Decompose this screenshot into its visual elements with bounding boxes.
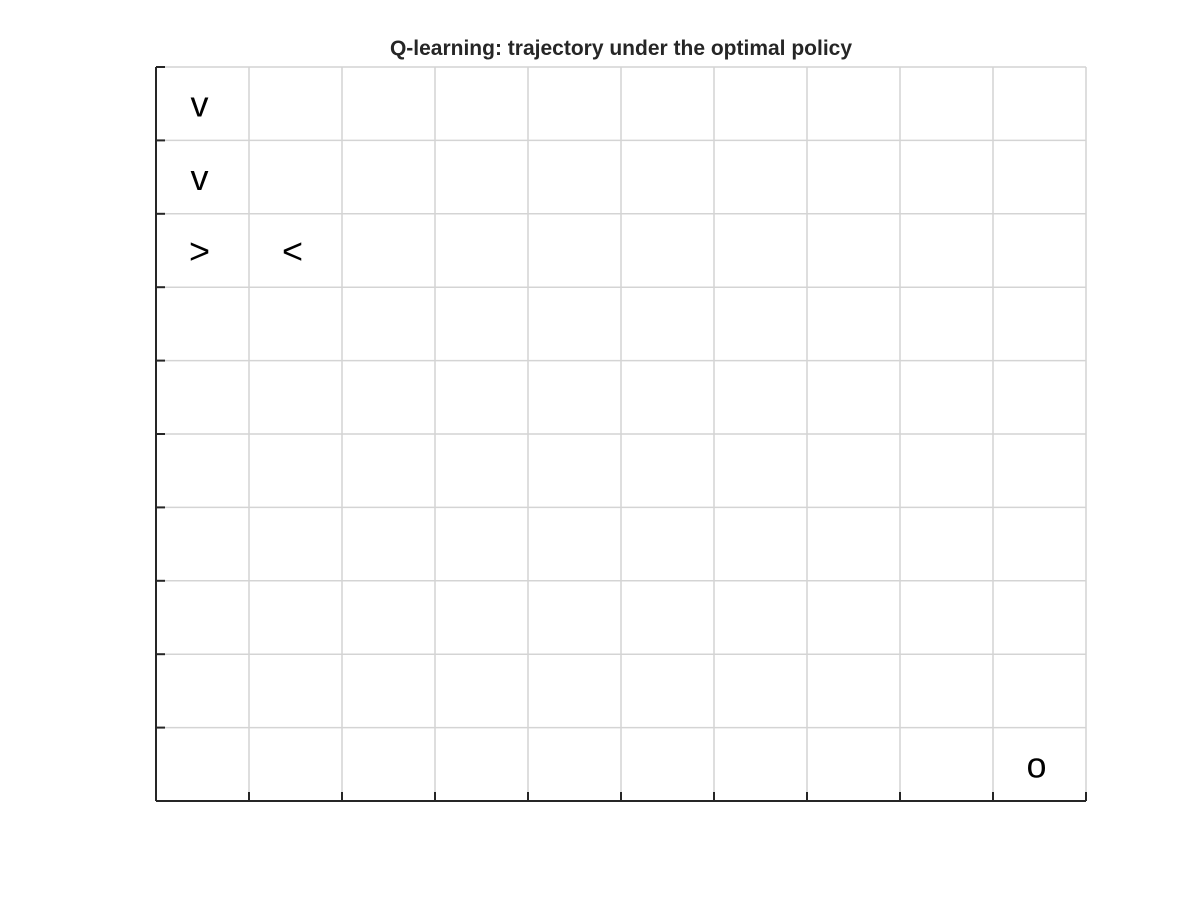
goal-symbol: o — [1026, 744, 1046, 785]
move-left-symbol: < — [282, 231, 303, 272]
trajectory-cells: vv > < o — [189, 84, 1047, 786]
move-right-symbol: > — [189, 231, 210, 272]
move-down-symbol: v — [191, 157, 209, 198]
move-down-symbol: v — [191, 84, 209, 125]
chart-title: Q-learning: trajectory under the optimal… — [390, 37, 852, 60]
tick-marks — [155, 66, 1087, 802]
grid-lines — [156, 66, 1087, 801]
